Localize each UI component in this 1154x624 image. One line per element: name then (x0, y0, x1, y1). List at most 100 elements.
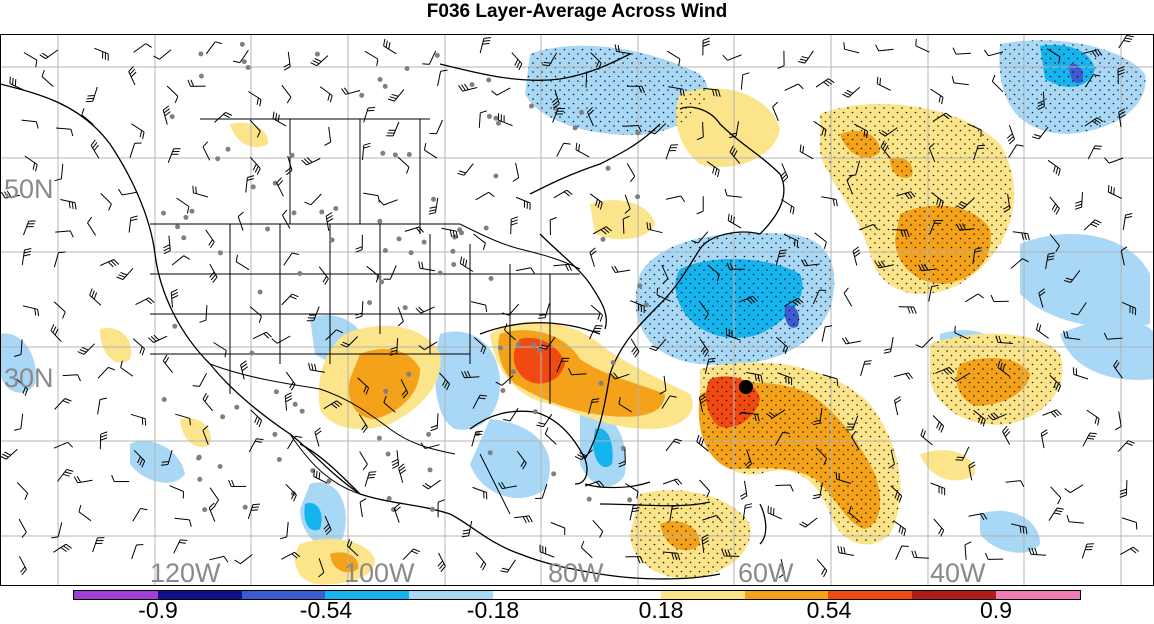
wind-barb (848, 160, 861, 177)
wind-barb (932, 415, 945, 433)
wind-barb (364, 471, 377, 487)
wind-barb (1063, 330, 1081, 340)
wind-barb (491, 87, 511, 96)
wind-barb (799, 144, 814, 160)
wind-barb (1006, 125, 1015, 145)
storm-center-marker (739, 380, 753, 394)
wind-barb (777, 50, 785, 69)
wind-barb (228, 479, 247, 487)
wind-barb (23, 52, 38, 68)
wind-barb (355, 234, 363, 253)
colorbar-segment (744, 591, 829, 599)
colorbar-segment (409, 591, 494, 599)
wind-barb (930, 88, 944, 105)
wind-barb (162, 354, 173, 374)
wind-barb (536, 413, 553, 428)
wind-barb (472, 486, 488, 500)
wind-barb (784, 83, 804, 91)
station-dot (483, 225, 489, 231)
wind-barb (990, 294, 1009, 303)
wind-barb (724, 188, 742, 198)
wind-barb (515, 196, 531, 210)
wind-barb (815, 447, 828, 466)
colorbar-segment (912, 591, 997, 599)
wind-barb (1118, 108, 1126, 128)
wind-barb (301, 157, 321, 166)
station-dot (643, 302, 649, 308)
wind-barb (437, 69, 448, 87)
wind-barb (1008, 144, 1024, 158)
wind-barb (775, 249, 787, 266)
negative-anomaly-region (0, 333, 36, 393)
station-dot (234, 404, 240, 410)
wind-barb (422, 50, 437, 65)
wind-barb (0, 190, 20, 199)
wind-barb (538, 303, 550, 319)
wind-barb (659, 375, 667, 395)
wind-barb (41, 69, 54, 87)
wind-barb (281, 551, 301, 560)
wind-barb (128, 215, 138, 233)
wind-barb (896, 191, 916, 200)
wind-barb (973, 409, 986, 427)
wind-barb (276, 177, 284, 197)
wind-barb (50, 324, 62, 342)
station-dot (498, 345, 503, 351)
station-dot (245, 65, 251, 70)
wind-barb (1032, 126, 1049, 140)
strong-negative-core (304, 503, 322, 531)
wind-barb (775, 484, 794, 492)
station-dot (402, 305, 408, 311)
wind-barb (549, 216, 557, 236)
wind-barb (437, 552, 446, 572)
wind-barb (60, 199, 77, 210)
wind-barb (698, 393, 707, 413)
station-dot (220, 414, 226, 420)
wind-barb (539, 336, 556, 350)
wind-barb (324, 127, 332, 146)
wind-barb (800, 259, 820, 267)
wind-barb (987, 412, 1007, 421)
significance-stipple (525, 40, 1146, 579)
station-dot (292, 401, 298, 407)
wind-barb (911, 550, 929, 559)
lat-label-50n: 50N (4, 174, 54, 204)
station-dot (197, 476, 203, 482)
wind-barb (951, 75, 969, 86)
wind-barb (234, 554, 253, 565)
wind-barb (584, 480, 605, 488)
wind-barb (1083, 49, 1103, 58)
wind-barb (1119, 480, 1128, 498)
wind-barb (544, 427, 557, 445)
station-dot (408, 250, 414, 256)
colorbar-segment (493, 591, 577, 599)
wind-barb (128, 66, 137, 86)
wind-barb (812, 408, 823, 426)
negative-anomaly-region (470, 419, 550, 499)
wind-barb (23, 220, 36, 236)
wind-barb (553, 263, 573, 272)
wind-barb (359, 498, 367, 518)
negative-anomaly-region (1020, 234, 1150, 328)
negative-anomaly-region (980, 510, 1040, 553)
wind-barb (588, 398, 600, 415)
wind-barb (618, 397, 632, 413)
station-dot (396, 236, 402, 242)
wind-barb (202, 425, 209, 445)
lat-label-30n: 30N (4, 363, 54, 393)
wind-barb (738, 295, 758, 305)
wind-barb (880, 140, 891, 159)
wind-barb (625, 556, 644, 564)
station-dot (290, 491, 296, 496)
wind-barb (649, 338, 667, 351)
wind-barb (630, 300, 645, 314)
wind-barb (556, 357, 570, 373)
wind-barb (888, 449, 895, 469)
wind-barb (398, 463, 407, 483)
wind-barb (574, 449, 593, 461)
wind-barb (473, 337, 487, 355)
wind-barb (479, 37, 491, 54)
wind-barb (495, 375, 514, 386)
station-dot (457, 227, 463, 233)
wind-barb (665, 195, 686, 203)
